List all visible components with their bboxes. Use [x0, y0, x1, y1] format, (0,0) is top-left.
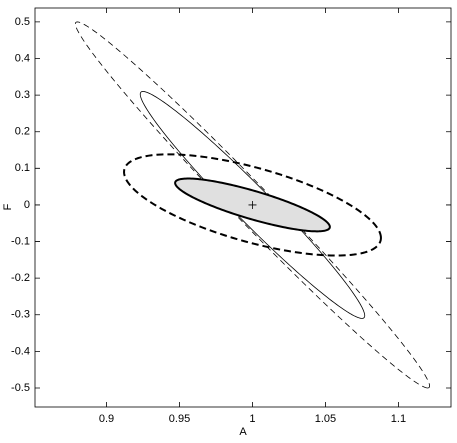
center-marker [248, 200, 257, 209]
y-tick-label: 0.1 [15, 162, 30, 174]
ellipse [74, 21, 431, 389]
y-axis-label: F [2, 203, 14, 210]
y-tick-label: -0.4 [11, 345, 30, 357]
y-tick-label: -0.5 [11, 382, 30, 394]
x-axis-label: A [239, 426, 247, 438]
x-tick-label: 1.05 [315, 413, 336, 425]
ellipse [139, 91, 366, 319]
y-tick-label: 0 [24, 199, 30, 211]
plot-frame [34, 7, 452, 408]
y-tick-label: -0.2 [11, 272, 30, 284]
ellipse [123, 153, 382, 257]
y-tick-label: 0.3 [15, 89, 30, 101]
x-tick-label: 0.9 [99, 413, 114, 425]
y-tick-label: -0.1 [11, 235, 30, 247]
y-tick-label: 0.2 [15, 126, 30, 138]
y-tick-label: 0.5 [15, 16, 30, 28]
x-tick-label: 0.95 [169, 413, 190, 425]
x-tick-label: 1.1 [391, 413, 406, 425]
y-tick-label: -0.3 [11, 309, 30, 321]
y-tick-label: 0.4 [15, 52, 30, 64]
x-tick-label: 1 [249, 413, 255, 425]
